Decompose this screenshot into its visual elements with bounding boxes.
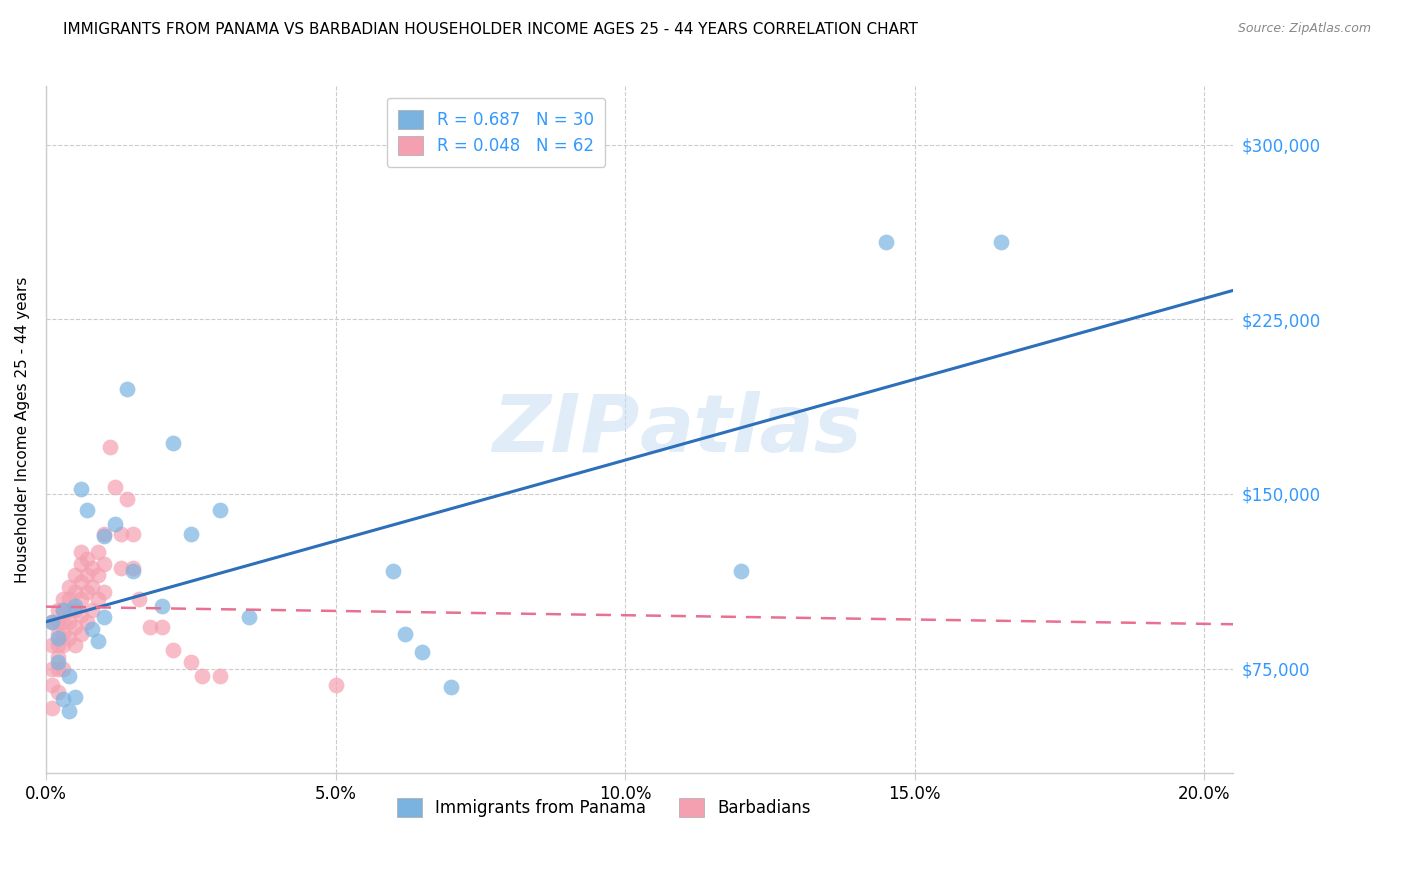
Point: [121, 561, 143, 575]
Point: [115, 382, 138, 396]
Point: [69, 626, 91, 640]
Point: [104, 480, 127, 494]
Point: [63, 638, 86, 652]
Point: [730, 564, 752, 578]
Point: [69, 557, 91, 571]
Point: [46, 685, 69, 699]
Point: [52, 591, 75, 606]
Point: [411, 645, 433, 659]
Point: [69, 591, 91, 606]
Point: [139, 620, 162, 634]
Point: [58, 704, 80, 718]
Point: [121, 564, 143, 578]
Point: [325, 678, 347, 692]
Point: [41, 615, 63, 629]
Point: [41, 662, 63, 676]
Point: [41, 701, 63, 715]
Point: [46, 638, 69, 652]
Point: [191, 668, 214, 682]
Y-axis label: Householder Income Ages 25 - 44 years: Householder Income Ages 25 - 44 years: [15, 277, 30, 583]
Legend: Immigrants from Panama, Barbadians: Immigrants from Panama, Barbadians: [389, 791, 818, 823]
Point: [52, 662, 75, 676]
Point: [93, 529, 115, 543]
Point: [52, 603, 75, 617]
Point: [208, 503, 231, 517]
Point: [63, 620, 86, 634]
Point: [150, 620, 173, 634]
Point: [52, 626, 75, 640]
Point: [76, 568, 98, 582]
Point: [93, 584, 115, 599]
Point: [69, 545, 91, 559]
Point: [93, 526, 115, 541]
Point: [41, 615, 63, 629]
Point: [180, 655, 202, 669]
Point: [382, 564, 405, 578]
Point: [58, 591, 80, 606]
Point: [58, 580, 80, 594]
Point: [63, 690, 86, 704]
Point: [238, 610, 260, 624]
Point: [87, 633, 110, 648]
Point: [46, 615, 69, 629]
Point: [76, 503, 98, 517]
Point: [46, 632, 69, 646]
Point: [180, 526, 202, 541]
Point: [110, 526, 132, 541]
Point: [69, 575, 91, 590]
Point: [46, 603, 69, 617]
Point: [87, 568, 110, 582]
Point: [115, 491, 138, 506]
Point: [440, 680, 463, 694]
Point: [52, 692, 75, 706]
Point: [41, 638, 63, 652]
Point: [93, 557, 115, 571]
Point: [46, 650, 69, 665]
Point: [128, 591, 150, 606]
Point: [82, 603, 104, 617]
Point: [58, 603, 80, 617]
Point: [82, 561, 104, 575]
Text: IMMIGRANTS FROM PANAMA VS BARBADIAN HOUSEHOLDER INCOME AGES 25 - 44 YEARS CORREL: IMMIGRANTS FROM PANAMA VS BARBADIAN HOUS…: [63, 22, 918, 37]
Point: [208, 668, 231, 682]
Point: [104, 517, 127, 532]
Point: [41, 678, 63, 692]
Point: [76, 552, 98, 566]
Point: [58, 632, 80, 646]
Point: [52, 603, 75, 617]
Point: [82, 622, 104, 636]
Point: [52, 615, 75, 629]
Point: [69, 608, 91, 623]
Point: [46, 655, 69, 669]
Point: [58, 615, 80, 629]
Point: [63, 599, 86, 613]
Point: [162, 643, 184, 657]
Point: [63, 603, 86, 617]
Point: [87, 591, 110, 606]
Point: [63, 584, 86, 599]
Point: [121, 526, 143, 541]
Point: [93, 610, 115, 624]
Point: [69, 483, 91, 497]
Point: [394, 626, 416, 640]
Text: atlas: atlas: [640, 391, 862, 469]
Point: [76, 615, 98, 629]
Point: [162, 435, 184, 450]
Point: [58, 668, 80, 682]
Point: [990, 235, 1012, 250]
Text: ZIP: ZIP: [492, 391, 640, 469]
Point: [76, 584, 98, 599]
Point: [98, 441, 121, 455]
Point: [63, 568, 86, 582]
Point: [52, 638, 75, 652]
Point: [46, 662, 69, 676]
Point: [150, 599, 173, 613]
Point: [110, 561, 132, 575]
Text: Source: ZipAtlas.com: Source: ZipAtlas.com: [1237, 22, 1371, 36]
Point: [46, 626, 69, 640]
Point: [82, 580, 104, 594]
Point: [87, 545, 110, 559]
Point: [875, 235, 897, 250]
